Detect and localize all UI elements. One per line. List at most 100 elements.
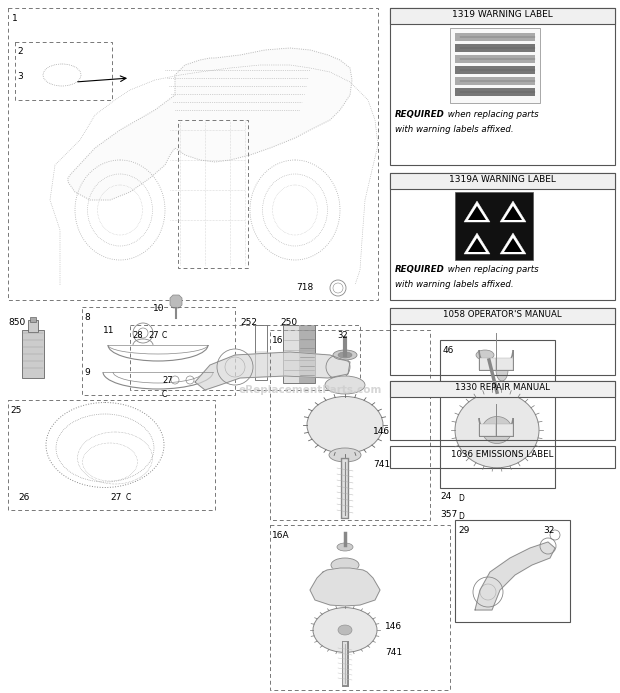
Text: 29: 29 — [458, 526, 469, 535]
Bar — [390, 173, 615, 300]
Bar — [496, 424, 513, 436]
Bar — [270, 330, 430, 520]
Text: 1: 1 — [12, 14, 18, 23]
Bar — [22, 330, 44, 378]
Bar — [299, 325, 315, 383]
Text: REQUIRED: REQUIRED — [395, 265, 445, 274]
Polygon shape — [310, 568, 380, 606]
Bar — [390, 308, 615, 375]
Bar — [455, 520, 570, 622]
Bar — [450, 28, 540, 103]
Text: 3: 3 — [17, 72, 23, 81]
Ellipse shape — [333, 350, 357, 360]
Bar — [8, 400, 215, 510]
Text: 850: 850 — [8, 318, 25, 327]
Text: eReplacementParts.com: eReplacementParts.com — [238, 385, 382, 395]
Text: 718: 718 — [296, 283, 313, 292]
Text: 26: 26 — [18, 493, 29, 502]
Text: 27: 27 — [162, 376, 172, 385]
Text: 16: 16 — [272, 336, 283, 345]
Ellipse shape — [313, 608, 377, 652]
Ellipse shape — [482, 416, 512, 444]
Text: REQUIRED: REQUIRED — [395, 110, 445, 119]
Bar — [8, 8, 378, 300]
Bar — [390, 308, 615, 324]
Polygon shape — [464, 201, 490, 222]
Text: C: C — [126, 493, 131, 502]
Bar — [455, 66, 535, 74]
Text: 32: 32 — [543, 526, 554, 535]
Text: 16A: 16A — [272, 531, 290, 540]
Ellipse shape — [307, 396, 383, 453]
Text: 146: 146 — [373, 427, 390, 436]
Bar — [390, 173, 615, 189]
Ellipse shape — [338, 625, 352, 635]
Bar — [283, 325, 315, 383]
Bar — [455, 88, 535, 96]
Polygon shape — [195, 352, 350, 390]
Polygon shape — [504, 206, 522, 220]
Text: 8: 8 — [84, 313, 90, 322]
Bar — [455, 192, 533, 260]
Bar — [479, 424, 496, 436]
Text: 1319A WARNING LABEL: 1319A WARNING LABEL — [448, 175, 556, 184]
Bar — [270, 525, 450, 690]
Text: with warning labels affixed.: with warning labels affixed. — [395, 125, 513, 134]
Text: when replacing parts: when replacing parts — [445, 265, 539, 274]
Polygon shape — [500, 233, 526, 254]
Text: 46: 46 — [443, 346, 454, 355]
Bar — [82, 307, 235, 395]
Text: 252: 252 — [240, 318, 257, 327]
Polygon shape — [68, 48, 352, 200]
Text: C: C — [162, 331, 167, 340]
Bar — [28, 320, 38, 332]
Bar — [390, 8, 615, 165]
Ellipse shape — [337, 543, 353, 551]
Text: 2: 2 — [17, 47, 22, 56]
Text: 11: 11 — [103, 326, 115, 335]
Bar — [390, 446, 615, 468]
Text: D: D — [458, 512, 464, 521]
Bar — [455, 55, 535, 63]
Text: when replacing parts: when replacing parts — [445, 110, 539, 119]
Text: C: C — [162, 390, 167, 399]
Bar — [496, 358, 513, 370]
Polygon shape — [468, 206, 486, 220]
Bar — [178, 120, 248, 268]
Bar — [455, 77, 535, 85]
Text: 1319 WARNING LABEL: 1319 WARNING LABEL — [451, 10, 552, 19]
Text: 27: 27 — [110, 493, 122, 502]
Bar — [255, 325, 267, 380]
Ellipse shape — [338, 352, 352, 358]
Text: 250: 250 — [280, 318, 297, 327]
Text: 27: 27 — [148, 331, 159, 340]
Polygon shape — [504, 238, 522, 252]
Text: 357: 357 — [440, 510, 458, 519]
Ellipse shape — [491, 425, 503, 435]
Text: 1058 OPERATOR'S MANUAL: 1058 OPERATOR'S MANUAL — [443, 310, 561, 319]
Ellipse shape — [455, 392, 539, 468]
Text: with warning labels affixed.: with warning labels affixed. — [395, 280, 513, 289]
Text: 1036 EMISSIONS LABEL: 1036 EMISSIONS LABEL — [451, 450, 553, 459]
Text: 32: 32 — [337, 331, 348, 340]
Ellipse shape — [476, 350, 494, 360]
Bar — [30, 317, 36, 322]
Ellipse shape — [325, 376, 365, 394]
Polygon shape — [170, 295, 182, 308]
Text: 1330 REPAIR MANUAL: 1330 REPAIR MANUAL — [454, 383, 549, 392]
Bar — [390, 381, 615, 397]
Text: 10: 10 — [153, 304, 164, 313]
Text: 9: 9 — [84, 368, 90, 377]
Polygon shape — [464, 233, 490, 254]
Text: 741: 741 — [373, 460, 390, 469]
Bar — [479, 358, 496, 370]
Ellipse shape — [329, 448, 361, 462]
Text: 24: 24 — [440, 492, 451, 501]
Bar — [130, 325, 360, 390]
Text: 741: 741 — [385, 648, 402, 657]
Ellipse shape — [496, 359, 508, 381]
Polygon shape — [468, 238, 486, 252]
Bar — [455, 33, 535, 41]
Text: 28: 28 — [132, 331, 143, 340]
Polygon shape — [500, 201, 526, 222]
